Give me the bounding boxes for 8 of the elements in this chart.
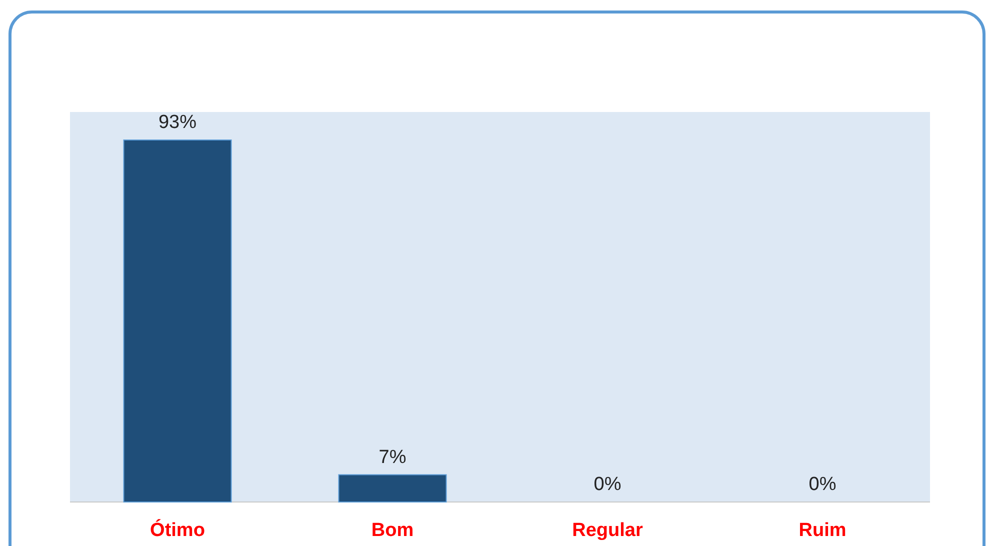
data-label: 7% [378, 446, 406, 468]
data-label: 0% [808, 474, 836, 495]
data-label: 93% [158, 112, 197, 133]
x-tick-label: Regular [572, 520, 644, 541]
data-label: 0% [594, 474, 622, 495]
x-tick-label: Ruim [798, 520, 846, 541]
x-tick-label: Ótimo [150, 519, 205, 541]
x-tick-label: Bom [371, 520, 414, 541]
